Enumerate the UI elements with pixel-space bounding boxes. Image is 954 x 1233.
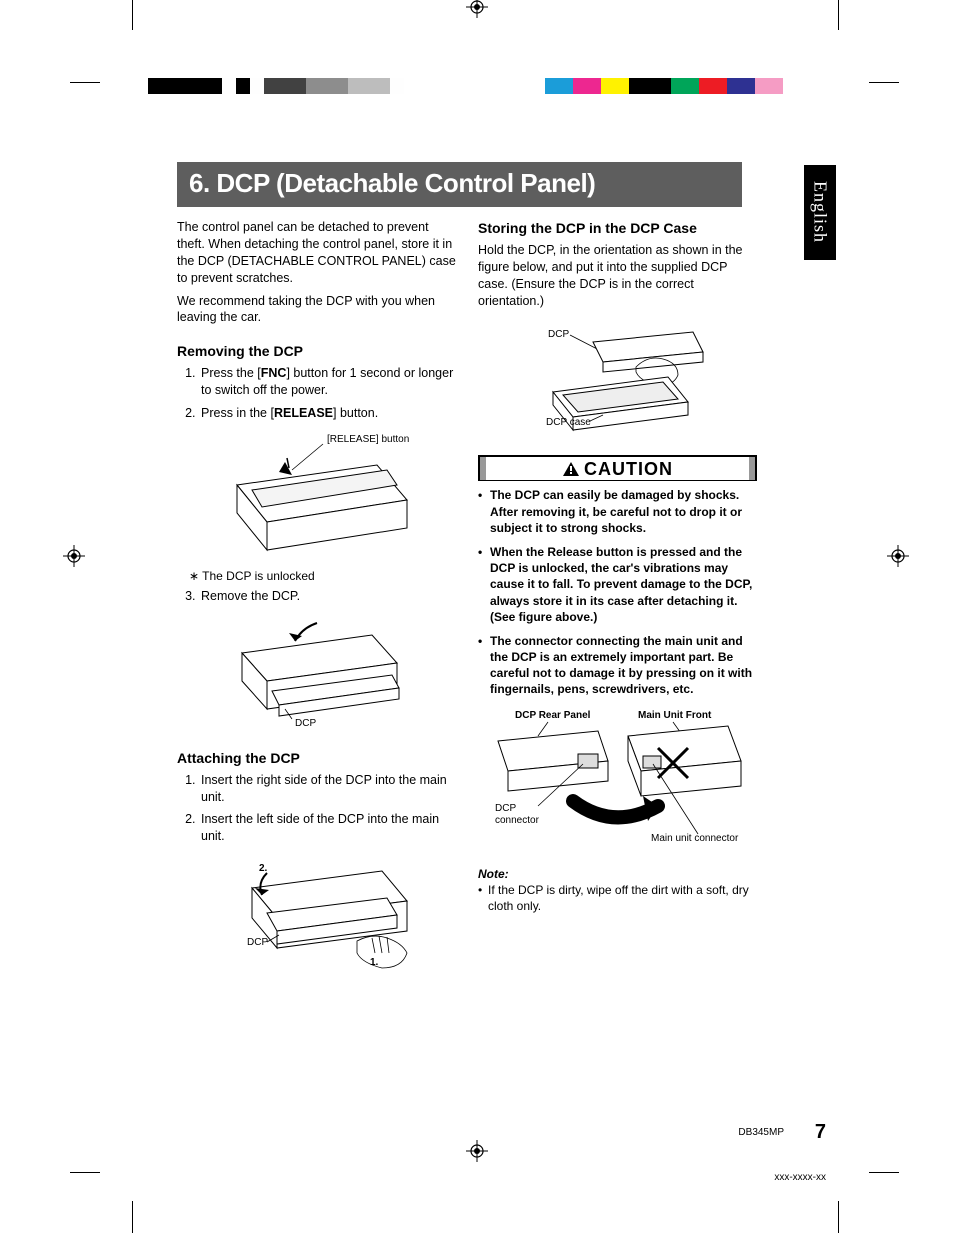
storing-heading: Storing the DCP in the DCP Case: [478, 219, 757, 238]
svg-text:DCP: DCP: [548, 329, 569, 340]
color-bar-right: [545, 78, 783, 94]
color-swatch: [545, 78, 573, 94]
color-swatch: [629, 78, 671, 94]
svg-text:DCP case: DCP case: [546, 417, 591, 428]
svg-text:DCP: DCP: [247, 937, 268, 948]
step-item: Press the [FNC] button for 1 second or l…: [199, 365, 456, 399]
two-column-layout: The control panel can be detached to pre…: [177, 219, 757, 991]
intro-paragraph: The control panel can be detached to pre…: [177, 219, 456, 287]
removing-heading: Removing the DCP: [177, 342, 456, 361]
svg-text:[RELEASE] button: [RELEASE] button: [327, 434, 409, 445]
color-swatch: [148, 78, 208, 94]
caution-heading-text: CAUTION: [562, 457, 673, 481]
color-swatch: [306, 78, 348, 94]
registration-mark-icon: [63, 545, 85, 567]
footer-page-number: 7: [815, 1121, 826, 1144]
left-column: The control panel can be detached to pre…: [177, 219, 456, 991]
svg-text:DCP: DCP: [295, 718, 316, 729]
figure-connectors: DCP Rear Panel Main Unit Front: [478, 706, 757, 856]
content-area: 6. DCP (Detachable Control Panel) The co…: [177, 162, 757, 991]
color-swatch: [727, 78, 755, 94]
section-title: 6. DCP (Detachable Control Panel): [177, 162, 742, 207]
registration-mark-icon: [887, 545, 909, 567]
unlocked-note: ∗ The DCP is unlocked: [189, 568, 456, 584]
caution-item: The DCP can easily be damaged by shocks.…: [478, 487, 757, 536]
warning-triangle-icon: [562, 461, 580, 477]
step-item: Remove the DCP.: [199, 588, 456, 605]
svg-text:2.: 2.: [259, 863, 268, 874]
connectors-diagram-icon: DCP Rear Panel Main Unit Front: [483, 706, 753, 856]
intro-text: The control panel can be detached to pre…: [177, 219, 456, 326]
release-diagram-icon: [RELEASE] button: [197, 430, 437, 560]
page: English 6. DCP (Detachable Control Panel…: [0, 0, 954, 1233]
removing-steps: Press the [FNC] button for 1 second or l…: [177, 365, 456, 422]
figure-attach: 2. 1. DCP: [177, 853, 456, 983]
registration-mark-icon: [466, 0, 488, 18]
color-swatch: [755, 78, 783, 94]
caution-item: When the Release button is pressed and t…: [478, 544, 757, 625]
step-item: Press in the [RELEASE] button.: [199, 405, 456, 422]
crop-marks-bottom: [0, 1143, 954, 1173]
crop-marks-top: [0, 82, 954, 112]
right-column: Storing the DCP in the DCP Case Hold the…: [478, 219, 757, 991]
svg-text:Main unit connector: Main unit connector: [651, 833, 739, 844]
note-text: If the DCP is dirty, wipe off the dirt w…: [478, 882, 757, 914]
color-bar-left: [148, 78, 404, 94]
color-swatch: [236, 78, 250, 94]
attaching-heading: Attaching the DCP: [177, 749, 456, 768]
color-swatch: [222, 78, 236, 94]
footer-model: DB345MP: [738, 1127, 784, 1138]
color-swatch: [601, 78, 629, 94]
storing-text: Hold the DCP, in the orientation as show…: [478, 242, 757, 310]
step-item: Insert the left side of the DCP into the…: [199, 811, 456, 845]
intro-paragraph: We recommend taking the DCP with you whe…: [177, 293, 456, 327]
svg-text:DCP connector: DCP connector: [495, 803, 540, 826]
figure-release: [RELEASE] button: [177, 430, 456, 560]
color-swatch: [208, 78, 222, 94]
figure-storing: DCP: [478, 317, 757, 437]
step-item: Insert the right side of the DCP into th…: [199, 772, 456, 806]
removing-steps-cont: Remove the DCP.: [177, 588, 456, 605]
storing-diagram-icon: DCP: [508, 317, 728, 437]
color-swatch: [573, 78, 601, 94]
remove-dcp-diagram-icon: DCP: [217, 613, 417, 733]
caution-header: CAUTION: [478, 455, 757, 481]
attach-diagram-icon: 2. 1. DCP: [207, 853, 427, 983]
svg-text:Main Unit Front: Main Unit Front: [638, 710, 712, 721]
caution-list: The DCP can easily be damaged by shocks.…: [478, 487, 757, 697]
color-swatch: [250, 78, 264, 94]
language-tab: English: [804, 165, 836, 260]
figure-remove-dcp: DCP: [177, 613, 456, 733]
attaching-steps: Insert the right side of the DCP into th…: [177, 772, 456, 846]
color-swatch: [390, 78, 404, 94]
note-heading: Note:: [478, 866, 757, 882]
caution-item: The connector connecting the main unit a…: [478, 633, 757, 698]
color-swatch: [699, 78, 727, 94]
footer-code: xxx-xxxx-xx: [774, 1172, 826, 1183]
color-swatch: [671, 78, 699, 94]
color-swatch: [348, 78, 390, 94]
svg-text:DCP Rear Panel: DCP Rear Panel: [515, 710, 591, 721]
color-swatch: [264, 78, 306, 94]
